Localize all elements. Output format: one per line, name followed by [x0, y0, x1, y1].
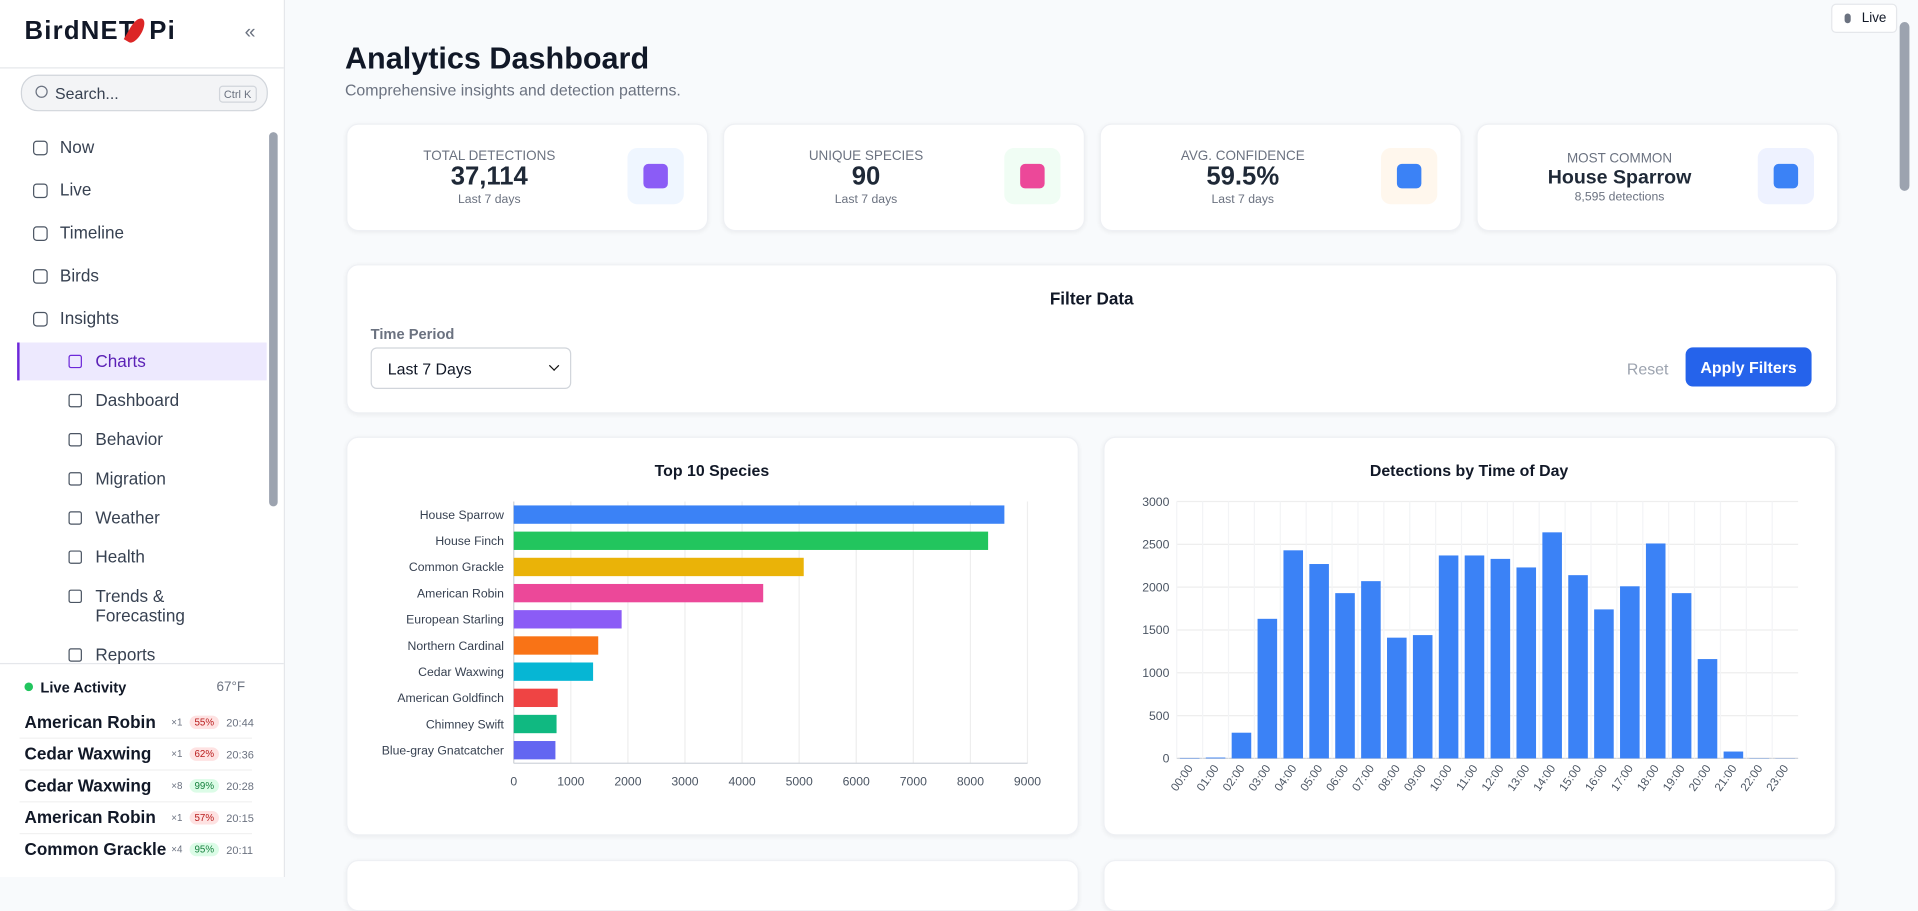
bar: [1309, 564, 1329, 758]
y-tick-label: Chimney Swift: [426, 717, 505, 731]
x-tick-label: 07:00: [1350, 762, 1377, 793]
y-tick-label: 0: [1163, 752, 1170, 766]
bar: [1413, 635, 1433, 758]
bar: [1516, 567, 1536, 758]
y-tick-label: 500: [1149, 709, 1170, 723]
bar: [1724, 752, 1744, 759]
bar: [1620, 586, 1640, 758]
x-tick-label: 19:00: [1660, 762, 1687, 793]
bar: [514, 662, 593, 680]
bar: [514, 689, 558, 707]
x-tick-label: 14:00: [1531, 762, 1558, 793]
y-tick-label: American Goldfinch: [397, 691, 504, 705]
bar: [1568, 575, 1588, 758]
x-tick-label: 8000: [957, 774, 984, 788]
y-tick-label: Blue-gray Gnatcatcher: [382, 743, 504, 757]
y-tick-label: 1500: [1142, 623, 1169, 637]
bar: [1542, 532, 1562, 758]
x-tick-label: 00:00: [1168, 762, 1195, 793]
bar: [1335, 593, 1355, 758]
x-tick-label: 15:00: [1557, 762, 1584, 793]
x-tick-label: 08:00: [1376, 762, 1403, 793]
x-tick-label: 1000: [557, 774, 584, 788]
y-tick-label: European Starling: [406, 613, 504, 627]
bar: [1465, 555, 1485, 758]
x-tick-label: 5000: [786, 774, 813, 788]
x-tick-label: 21:00: [1712, 762, 1739, 793]
bar: [514, 584, 763, 602]
x-tick-label: 3000: [671, 774, 698, 788]
y-tick-label: Northern Cardinal: [408, 639, 504, 653]
x-tick-label: 13:00: [1505, 762, 1532, 793]
x-tick-label: 05:00: [1298, 762, 1325, 793]
bar: [1232, 733, 1252, 759]
y-tick-label: Common Grackle: [409, 560, 504, 574]
bar: [1672, 593, 1692, 758]
x-tick-label: 16:00: [1583, 762, 1610, 793]
x-tick-label: 6000: [843, 774, 870, 788]
y-tick-label: 3000: [1142, 495, 1169, 509]
x-tick-label: 4000: [728, 774, 755, 788]
bar: [1283, 550, 1303, 758]
bar: [1361, 581, 1381, 758]
bar: [1594, 609, 1614, 758]
y-tick-label: 2000: [1142, 580, 1169, 594]
x-tick-label: 02:00: [1220, 762, 1247, 793]
x-tick-label: 10:00: [1427, 762, 1454, 793]
bar: [514, 715, 557, 733]
x-tick-label: 12:00: [1479, 762, 1506, 793]
bar: [514, 532, 988, 550]
x-tick-label: 18:00: [1635, 762, 1662, 793]
x-tick-label: 09:00: [1402, 762, 1429, 793]
x-tick-label: 01:00: [1194, 762, 1221, 793]
y-tick-label: American Robin: [417, 586, 504, 600]
bar: [514, 636, 598, 654]
bar: [1439, 555, 1459, 758]
bar: [514, 610, 622, 628]
x-tick-label: 06:00: [1324, 762, 1351, 793]
x-tick-label: 2000: [614, 774, 641, 788]
y-tick-label: House Finch: [435, 534, 504, 548]
bar: [1646, 543, 1666, 758]
y-tick-label: 2500: [1142, 538, 1169, 552]
y-tick-label: Cedar Waxwing: [418, 665, 504, 679]
x-tick-label: 7000: [900, 774, 927, 788]
chart-title: Top 10 Species: [655, 463, 770, 480]
x-tick-label: 11:00: [1454, 762, 1481, 793]
bar: [1491, 559, 1511, 759]
x-tick-label: 20:00: [1686, 762, 1713, 793]
bar: [514, 505, 1005, 523]
x-tick-label: 9000: [1014, 774, 1041, 788]
bar: [1698, 659, 1718, 758]
bar: [514, 741, 556, 759]
chart-title: Detections by Time of Day: [1370, 463, 1569, 480]
x-tick-label: 23:00: [1764, 762, 1791, 793]
bar: [1387, 638, 1407, 759]
bar: [514, 558, 804, 576]
x-tick-label: 17:00: [1609, 762, 1636, 793]
bar: [1206, 758, 1226, 759]
x-tick-label: 03:00: [1246, 762, 1273, 793]
y-tick-label: House Sparrow: [420, 508, 504, 522]
x-tick-label: 0: [510, 774, 517, 788]
y-tick-label: 1000: [1142, 666, 1169, 680]
x-tick-label: 22:00: [1738, 762, 1765, 793]
bar: [1258, 619, 1278, 759]
x-tick-label: 04:00: [1272, 762, 1299, 793]
